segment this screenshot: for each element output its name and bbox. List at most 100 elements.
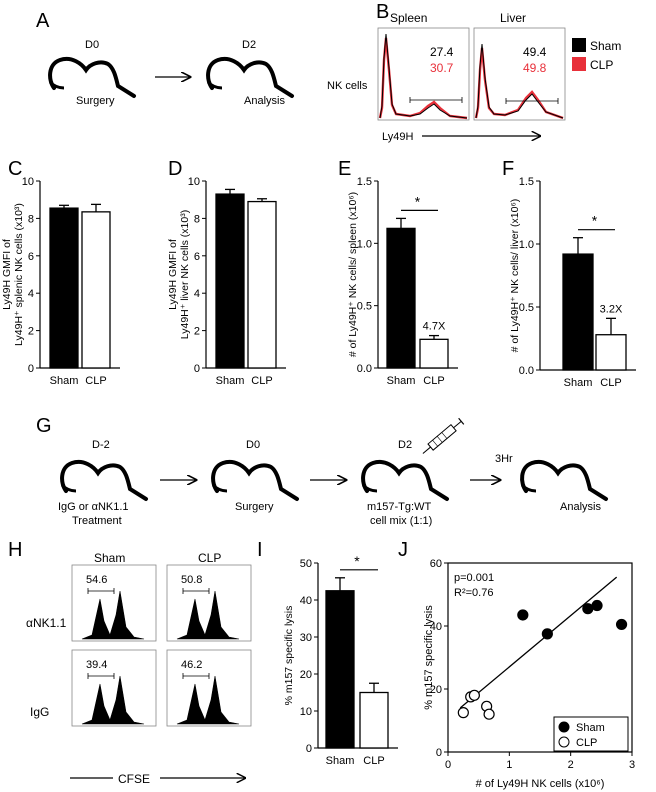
x-tick-label: Sham xyxy=(564,377,593,389)
y-tick-label: 1.0 xyxy=(519,239,534,251)
step-day-dminus2: D-2 xyxy=(92,439,110,451)
panel-b: Spleen Liver NK cells 27.4 30.7 49.4 49.… xyxy=(327,11,621,143)
y-tick-label: 60 xyxy=(430,558,442,570)
y-tick-label: 10 xyxy=(188,176,200,188)
bar-chart-e: 0.0 0.5 1.0 1.5 Sham CLP # of Ly49H⁺ NK cells/… xyxy=(347,176,458,387)
gate-value: 46.2 xyxy=(181,659,202,671)
value-clp-spleen: 30.7 xyxy=(430,61,454,75)
cfse-histogram-peak xyxy=(176,675,240,725)
y-axis-label: Ly49H GMFI of xyxy=(1,239,13,310)
y-tick-label: 20 xyxy=(430,684,442,696)
row-label-igg: IgG xyxy=(30,705,49,719)
y-tick-label: 4 xyxy=(194,288,200,300)
bar-clp xyxy=(247,200,277,369)
y-tick-label: 6 xyxy=(28,251,34,263)
histogram-frame xyxy=(166,564,252,642)
y-axis-label: Ly49H GMFI of xyxy=(167,239,179,310)
data-point-clp xyxy=(468,689,480,701)
y-tick-label: 40 xyxy=(300,595,312,607)
bar-clp xyxy=(595,334,627,371)
y-tick-label: 0.5 xyxy=(519,302,534,314)
y-tick-label: 0 xyxy=(194,363,200,375)
fold-change-label: 3.2X xyxy=(600,303,623,315)
legend-label-sham: Sham xyxy=(590,39,621,53)
step-day-d2: D2 xyxy=(242,39,256,51)
fold-change-label: 4.7X xyxy=(423,321,446,333)
y-axis-label: Ly49H⁺ splenic NK cells (x10³) xyxy=(13,203,25,346)
step-label-analysis: Analysis xyxy=(244,95,285,107)
y-tick-label: 20 xyxy=(300,669,312,681)
step-label-treatment-line1: IgG or αNK1.1 xyxy=(58,501,129,513)
x-axis-label-cfse: CFSE xyxy=(118,772,150,786)
y-tick-label: 4 xyxy=(28,288,34,300)
bar-sham xyxy=(386,227,416,369)
y-tick-label: 6 xyxy=(194,251,200,263)
y-tick-label: 0 xyxy=(28,363,34,375)
bar-sham xyxy=(325,590,355,749)
bar-sham xyxy=(49,207,79,369)
legend-swatch-sham xyxy=(572,38,586,52)
value-clp-liver: 49.8 xyxy=(523,61,547,75)
mouse-icon xyxy=(361,460,449,501)
row-label-anti-nk1-1: αNK1.1 xyxy=(26,616,67,630)
cfse-histogram-peak xyxy=(81,590,145,640)
x-tick-label: 2 xyxy=(568,759,574,771)
x-tick-label: CLP xyxy=(363,755,384,767)
legend-label-sham: Sham xyxy=(576,722,605,734)
legend-marker-clp xyxy=(558,736,570,748)
y-tick-label: 30 xyxy=(300,632,312,644)
panel-letter-h: H xyxy=(8,539,22,561)
x-tick-label: Sham xyxy=(216,375,245,387)
histogram-curve-sham-spleen xyxy=(379,33,468,119)
legend-swatch-clp xyxy=(572,57,586,71)
step-day-d2: D2 xyxy=(398,439,412,451)
histogram-frame-spleen xyxy=(377,27,470,121)
annotation-p-value: p=0.001 xyxy=(454,572,494,584)
y-axis-label: Ly49H⁺ liver NK cells (x10³) xyxy=(179,210,191,339)
cfse-histograms: 54.6 50.8 39.4 46.2 xyxy=(71,564,252,727)
y-tick-label: 0.0 xyxy=(519,365,534,377)
histogram-frame xyxy=(166,649,252,727)
cfse-histogram-peak xyxy=(176,590,240,640)
scatter-chart-j: 0 1 2 3 0 20 40 60 p=0.001 R²=0.76 Sham CLP # of Ly4… xyxy=(423,558,635,790)
panel-letter-e: E xyxy=(338,158,351,180)
panel-letter-d: D xyxy=(168,158,182,180)
interval-label-3hr: 3Hr xyxy=(495,453,513,465)
bar-chart-i: 0 10 20 30 40 50 Sham CLP % m157 specific lysis * xyxy=(283,553,398,767)
step-label-analysis: Analysis xyxy=(560,501,601,513)
step-day-d0: D0 xyxy=(246,439,260,451)
mouse-icon xyxy=(60,460,148,501)
value-sham-liver: 49.4 xyxy=(523,45,547,59)
tissue-label-spleen: Spleen xyxy=(390,11,427,25)
regression-line xyxy=(459,576,618,709)
x-tick-label: Sham xyxy=(50,375,79,387)
bar-chart-d: 0 2 4 6 8 10 Sham CLP Ly49H GMFI of Ly49H⁺ liver … xyxy=(167,176,286,387)
legend-label-clp: CLP xyxy=(590,58,613,72)
step-day-d0: D0 xyxy=(85,39,99,51)
y-tick-label: 0.0 xyxy=(357,363,372,375)
x-axis-label: # of Ly49H NK cells (x10⁶) xyxy=(476,778,605,790)
y-tick-label: 10 xyxy=(300,706,312,718)
cfse-histogram-peak xyxy=(81,675,145,725)
y-tick-label: 0.5 xyxy=(357,301,372,313)
data-point-clp xyxy=(457,707,469,719)
bar-sham xyxy=(215,193,245,369)
bar-clp xyxy=(359,691,389,749)
histogram-frame-liver xyxy=(473,27,566,121)
panel-letter-a: A xyxy=(36,10,50,32)
x-tick-label: CLP xyxy=(600,377,621,389)
column-label-sham: Sham xyxy=(94,551,125,565)
y-axis-label: # of Ly49H⁺ NK cells/ liver (x10⁶) xyxy=(509,199,521,353)
step-label-surgery: Surgery xyxy=(235,501,274,513)
data-point-clp xyxy=(483,708,495,720)
x-axis-label-ly49h: Ly49H xyxy=(382,131,413,143)
row-label-nk-cells: NK cells xyxy=(327,80,368,92)
bar-clp xyxy=(419,338,449,369)
panel-letter-f: F xyxy=(502,158,514,180)
significance-marker: * xyxy=(354,553,360,569)
step-label-surgery: Surgery xyxy=(76,95,115,107)
y-tick-label: 40 xyxy=(430,621,442,633)
mouse-icon xyxy=(520,460,608,501)
value-sham-spleen: 27.4 xyxy=(430,45,454,59)
step-label-cell-mix-line2: cell mix (1:1) xyxy=(370,515,432,527)
